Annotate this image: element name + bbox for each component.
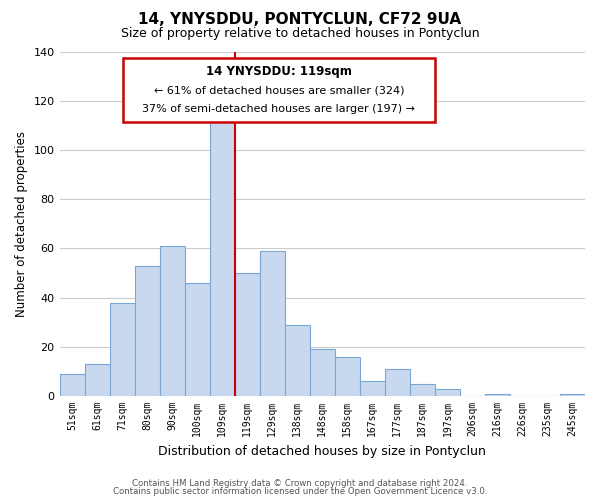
FancyBboxPatch shape <box>122 58 435 122</box>
Bar <box>85 364 110 396</box>
Bar <box>310 350 335 396</box>
Bar <box>410 384 435 396</box>
X-axis label: Distribution of detached houses by size in Pontyclun: Distribution of detached houses by size … <box>158 444 486 458</box>
Text: 14 YNYSDDU: 119sqm: 14 YNYSDDU: 119sqm <box>206 64 352 78</box>
Bar <box>285 324 310 396</box>
Text: ← 61% of detached houses are smaller (324): ← 61% of detached houses are smaller (32… <box>154 86 404 96</box>
Bar <box>335 356 360 396</box>
Text: Contains public sector information licensed under the Open Government Licence v3: Contains public sector information licen… <box>113 487 487 496</box>
Bar <box>185 283 209 396</box>
Bar <box>560 394 585 396</box>
Text: Size of property relative to detached houses in Pontyclun: Size of property relative to detached ho… <box>121 28 479 40</box>
Text: 37% of semi-detached houses are larger (197) →: 37% of semi-detached houses are larger (… <box>142 104 415 115</box>
Text: Contains HM Land Registry data © Crown copyright and database right 2024.: Contains HM Land Registry data © Crown c… <box>132 478 468 488</box>
Bar <box>485 394 510 396</box>
Text: 14, YNYSDDU, PONTYCLUN, CF72 9UA: 14, YNYSDDU, PONTYCLUN, CF72 9UA <box>139 12 461 28</box>
Bar <box>160 246 185 396</box>
Bar <box>110 302 134 396</box>
Y-axis label: Number of detached properties: Number of detached properties <box>15 131 28 317</box>
Bar <box>134 266 160 396</box>
Bar <box>360 382 385 396</box>
Bar <box>209 118 235 396</box>
Bar <box>435 388 460 396</box>
Bar <box>59 374 85 396</box>
Bar <box>385 369 410 396</box>
Bar <box>235 273 260 396</box>
Bar <box>260 251 285 396</box>
